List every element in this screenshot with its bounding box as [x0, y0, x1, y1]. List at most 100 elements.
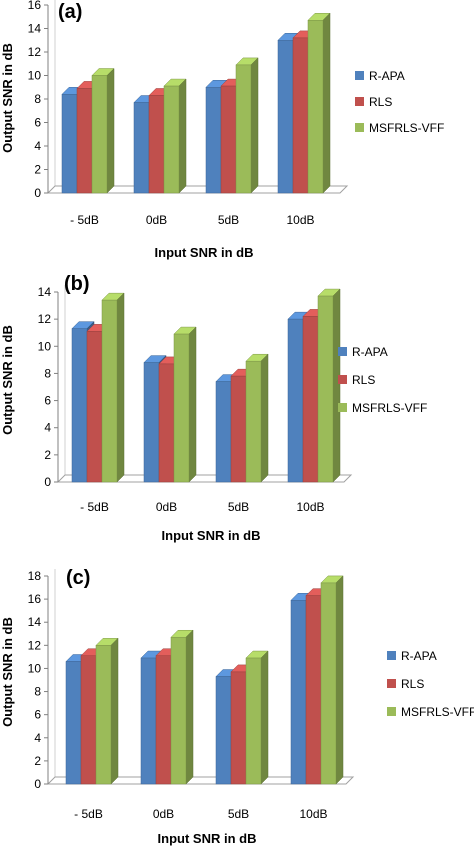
- bar-side-msfrls-vff: [106, 67, 115, 194]
- x-tick-label: 5dB: [218, 213, 239, 227]
- legend-swatch-rls: [387, 679, 396, 688]
- bar-side-msfrls-vff: [260, 650, 269, 785]
- legend-label: MSFRLS-VFF: [401, 705, 474, 719]
- bar-msfrls-vff-2: [245, 657, 262, 785]
- legend-label: RLS: [352, 373, 375, 387]
- legend-swatch-rls: [338, 375, 347, 384]
- legend-swatch-r-apa: [338, 347, 347, 356]
- y-tick-label: 8: [34, 92, 41, 106]
- x-tick-label: - 5dB: [70, 213, 99, 227]
- bar-side-msfrls-vff: [250, 57, 259, 194]
- bar-msfrls-vff-0: [95, 645, 112, 785]
- bar-r-apa-1: [140, 657, 157, 785]
- bar-rls-0: [86, 331, 103, 483]
- bar-rls-1: [155, 655, 172, 785]
- y-tick-label: 10: [38, 339, 52, 353]
- y-tick-label: 2: [34, 163, 41, 177]
- legend-label: R-APA: [352, 345, 388, 359]
- y-tick-label: 18: [28, 569, 42, 583]
- x-tick-label: 0dB: [153, 807, 174, 821]
- legend-label: R-APA: [401, 649, 437, 663]
- bar-rls-0: [76, 88, 93, 194]
- legend-swatch-rls: [355, 97, 364, 106]
- legend-swatch-msfrls-vff: [355, 123, 364, 132]
- legend-swatch-msfrls-vff: [387, 707, 396, 716]
- bar-side-msfrls-vff: [260, 353, 269, 483]
- legend-swatch-r-apa: [387, 651, 396, 660]
- y-tick-label: 2: [44, 448, 51, 462]
- bar-rls-2: [230, 671, 247, 785]
- x-axis-label: Input SNR in dB: [155, 245, 254, 260]
- bar-rls-3: [305, 595, 322, 785]
- panel-label: (c): [66, 567, 90, 589]
- bar-msfrls-vff-0: [91, 75, 108, 194]
- y-tick-label: 4: [34, 139, 41, 153]
- y-axis-label: Output SNR in dB: [0, 325, 15, 435]
- y-tick-label: 0: [34, 777, 41, 791]
- legend-swatch-msfrls-vff: [338, 403, 347, 412]
- x-axis-label: Input SNR in dB: [162, 528, 261, 543]
- panel-label: (b): [64, 273, 90, 295]
- y-tick-label: 14: [38, 285, 52, 299]
- bar-side-msfrls-vff: [322, 12, 331, 194]
- chart-panel-b: 0 2 4 6 8 10 12 14 - 5dB 0dB 5dB 10dB Input SNR in d…: [0, 270, 474, 545]
- bar-r-apa-0: [71, 328, 88, 483]
- y-axis-label: Output SNR in dB: [0, 617, 15, 727]
- bar-r-apa-0: [61, 94, 78, 194]
- bar-rls-1: [148, 95, 165, 194]
- bar-rls-3: [292, 37, 309, 194]
- legend-label: RLS: [369, 95, 392, 109]
- x-tick-label: 5dB: [228, 500, 249, 514]
- bar-side-msfrls-vff: [185, 629, 194, 785]
- y-tick-label: 14: [28, 22, 42, 36]
- legend-label: MSFRLS-VFF: [369, 121, 444, 135]
- y-tick-label: 6: [34, 708, 41, 722]
- bar-chart-b: 0 2 4 6 8 10 12 14 - 5dB 0dB 5dB 10dB Input SNR in d…: [0, 273, 427, 543]
- bar-msfrls-vff-1: [163, 85, 180, 194]
- bar-r-apa-3: [287, 318, 304, 483]
- legend-swatch-r-apa: [355, 71, 364, 80]
- bar-msfrls-vff-3: [320, 582, 337, 785]
- x-axis-label: Input SNR in dB: [158, 831, 257, 846]
- chart-panel-c: 0 2 4 6 8 10 12 14 16 18 - 5dB 0dB 5dB 10dB Input SNR …: [0, 560, 474, 850]
- bar-chart-c: 0 2 4 6 8 10 12 14 16 18 - 5dB 0dB 5dB 10dB Input SNR …: [0, 567, 474, 846]
- panel-label: (a): [58, 1, 82, 23]
- bar-msfrls-vff-1: [173, 333, 190, 483]
- y-tick-label: 6: [34, 116, 41, 130]
- legend-label: MSFRLS-VFF: [352, 401, 427, 415]
- bar-side-msfrls-vff: [332, 288, 341, 483]
- y-tick-label: 0: [34, 186, 41, 200]
- bar-side-msfrls-vff: [335, 575, 344, 785]
- x-tick-label: 0dB: [156, 500, 177, 514]
- y-tick-label: 8: [44, 366, 51, 380]
- bar-msfrls-vff-3: [307, 20, 324, 194]
- bar-msfrls-vff-0: [101, 299, 118, 483]
- bar-r-apa-3: [277, 40, 294, 194]
- bar-r-apa-2: [215, 381, 232, 483]
- y-tick-label: 10: [28, 661, 42, 675]
- chart-panel-a: 0 2 4 6 8 10 12 14 16 - 5dB 0dB 5dB 10dB Input SNR in…: [0, 0, 474, 265]
- y-tick-label: 4: [34, 731, 41, 745]
- bar-msfrls-vff-2: [245, 360, 262, 483]
- y-tick-label: 8: [34, 685, 41, 699]
- bar-msfrls-vff-1: [170, 636, 187, 785]
- y-tick-label: 4: [44, 421, 51, 435]
- y-tick-label: 0: [44, 475, 51, 489]
- x-tick-label: 10dB: [296, 500, 324, 514]
- legend-label: R-APA: [369, 69, 405, 83]
- legend-label: RLS: [401, 677, 424, 691]
- bar-r-apa-2: [215, 676, 232, 785]
- x-tick-label: 0dB: [146, 213, 167, 227]
- bar-r-apa-3: [290, 600, 307, 785]
- bar-r-apa-1: [143, 362, 160, 483]
- bar-r-apa-1: [133, 102, 150, 194]
- y-tick-label: 14: [28, 615, 42, 629]
- x-tick-label: 10dB: [286, 213, 314, 227]
- y-tick-label: 16: [28, 592, 42, 606]
- bar-msfrls-vff-2: [235, 64, 252, 194]
- bar-rls-3: [302, 316, 319, 483]
- bar-rls-0: [80, 655, 97, 785]
- bar-rls-1: [158, 363, 175, 483]
- bar-side-msfrls-vff: [178, 78, 187, 194]
- bar-msfrls-vff-3: [317, 295, 334, 483]
